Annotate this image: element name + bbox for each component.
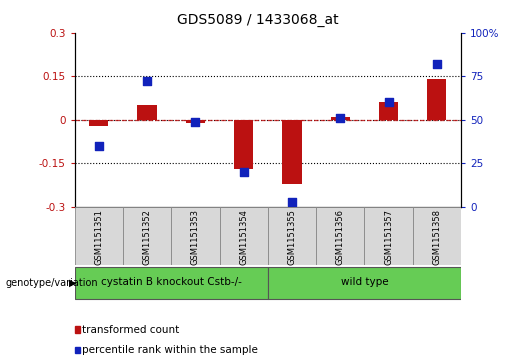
Bar (379, 102, 398, 120)
Text: transformed count: transformed count (81, 325, 179, 335)
Text: ▶: ▶ (68, 278, 76, 288)
Text: wild type: wild type (340, 277, 388, 287)
FancyBboxPatch shape (268, 267, 461, 299)
Bar (331, 117, 350, 120)
FancyBboxPatch shape (316, 207, 365, 265)
Text: GSM1151355: GSM1151355 (287, 209, 297, 265)
Text: GSM1151356: GSM1151356 (336, 209, 345, 265)
Text: GSM1151351: GSM1151351 (94, 209, 104, 265)
FancyBboxPatch shape (413, 207, 461, 265)
Text: GSM1151358: GSM1151358 (432, 209, 441, 265)
Text: GSM1151353: GSM1151353 (191, 209, 200, 265)
Bar (427, 79, 447, 120)
Text: GSM1151352: GSM1151352 (143, 209, 151, 265)
Point (143, 78, 151, 84)
Text: percentile rank within the sample: percentile rank within the sample (81, 345, 258, 355)
Point (433, 61, 441, 67)
Bar (89, 120, 109, 126)
FancyBboxPatch shape (75, 207, 123, 265)
FancyBboxPatch shape (75, 267, 268, 299)
Point (384, 99, 392, 105)
FancyBboxPatch shape (171, 207, 219, 265)
Point (191, 119, 199, 125)
FancyBboxPatch shape (268, 207, 316, 265)
Text: cystatin B knockout Cstb-/-: cystatin B knockout Cstb-/- (101, 277, 242, 287)
Point (336, 115, 345, 121)
Bar (138, 105, 157, 120)
Text: genotype/variation: genotype/variation (5, 278, 98, 288)
Text: GDS5089 / 1433068_at: GDS5089 / 1433068_at (177, 13, 338, 27)
Point (95, 143, 103, 149)
Point (288, 199, 296, 205)
Point (239, 169, 248, 175)
Text: GSM1151357: GSM1151357 (384, 209, 393, 265)
FancyBboxPatch shape (365, 207, 413, 265)
FancyBboxPatch shape (123, 207, 171, 265)
FancyBboxPatch shape (219, 207, 268, 265)
Bar (186, 120, 205, 123)
Text: GSM1151354: GSM1151354 (239, 209, 248, 265)
Bar (282, 120, 302, 184)
Bar (234, 120, 253, 169)
